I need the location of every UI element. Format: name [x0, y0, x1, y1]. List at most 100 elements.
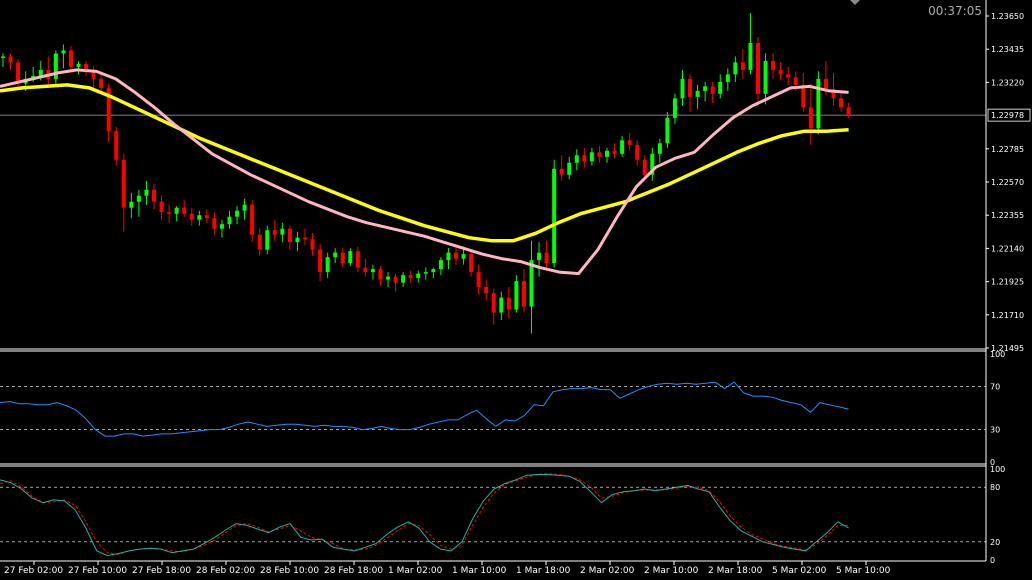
candle-body [559, 168, 564, 175]
stochastic-main-line [0, 474, 849, 556]
candle-body [68, 50, 73, 67]
candle-body [499, 297, 504, 313]
candle-body [363, 267, 368, 273]
candle-body [408, 275, 413, 279]
candle-body [272, 230, 277, 235]
candle-body [461, 254, 466, 259]
price-tick-label: 1.22570 [991, 178, 1024, 187]
candle-body [846, 107, 851, 115]
candle-body [114, 131, 119, 160]
candle-body [733, 62, 738, 75]
candle-body [454, 252, 458, 259]
candle-body [38, 69, 43, 76]
candle-body [537, 252, 542, 261]
stochastic-tick-label: 80 [990, 483, 1000, 492]
candle-body [242, 204, 247, 211]
candle-body [597, 152, 602, 157]
candle-body [771, 60, 776, 70]
stochastic-panel[interactable] [0, 473, 986, 556]
candle-body [786, 74, 791, 78]
candle-body [99, 78, 104, 88]
candle-body [552, 168, 557, 264]
candle-body [703, 86, 708, 91]
candle-body [446, 252, 451, 261]
candle-body [567, 162, 572, 175]
price-tick-label: 1.21495 [991, 344, 1024, 353]
candle-body [235, 210, 240, 217]
candle-body [657, 143, 662, 154]
candle-body [16, 62, 21, 84]
time-axis-label: 5 Mar 02:00 [772, 566, 827, 576]
candle-body [61, 50, 66, 54]
current-price-label: 1.22978 [991, 111, 1024, 120]
candle-body [401, 275, 406, 283]
rsi-line [0, 381, 849, 437]
candle-body [250, 204, 255, 235]
price-tick-label: 1.22140 [991, 244, 1024, 253]
time-axis-label: 28 Feb 18:00 [324, 566, 383, 576]
stochastic-tick-label: 20 [990, 538, 1000, 547]
candle-body [189, 213, 194, 220]
price-tick-label: 1.22355 [991, 211, 1024, 220]
stochastic-tick-label: 100 [990, 465, 1005, 474]
candle-body [438, 260, 443, 270]
rsi-tick-label: 100 [990, 350, 1005, 359]
rsi-tick-label: 30 [990, 426, 1000, 435]
candle-body [665, 117, 670, 144]
candle-body [582, 155, 587, 162]
candle-body [348, 251, 353, 264]
candle-body [121, 159, 126, 208]
time-axis-label: 2 Mar 18:00 [708, 566, 763, 576]
candle-body [212, 218, 217, 229]
candle-body [310, 239, 315, 250]
candle-body [76, 63, 81, 67]
candle-body [476, 272, 481, 288]
candle-body [167, 212, 172, 214]
time-axis-label: 2 Mar 02:00 [580, 566, 635, 576]
rsi-tick-label: 0 [990, 458, 995, 467]
candle-body [197, 215, 202, 220]
candle-body [333, 252, 338, 258]
candle-body [544, 252, 549, 264]
candle-body [152, 189, 156, 202]
candle-body [431, 269, 436, 273]
candle-body [627, 140, 632, 145]
candle-body [823, 78, 828, 90]
candle-body [204, 215, 209, 219]
candle-body [748, 42, 753, 70]
current-price-box [987, 108, 1031, 122]
candle-body [688, 78, 693, 97]
candle-body [725, 74, 730, 82]
candle-body [53, 53, 58, 79]
shift-marker-icon[interactable] [850, 0, 860, 5]
price-tick-label: 1.21710 [991, 311, 1024, 320]
candle-body [484, 287, 489, 294]
candle-body [642, 159, 647, 175]
candle-body [529, 260, 534, 307]
price-panel[interactable] [0, 12, 986, 334]
candle-body [1, 56, 5, 58]
time-axis-label: 2 Mar 10:00 [644, 566, 699, 576]
candle-body [816, 78, 821, 129]
candle-body [620, 140, 625, 154]
candle-body [574, 155, 579, 163]
rsi-tick-label: 70 [990, 382, 1000, 391]
candle-body [91, 69, 96, 79]
candle-body [280, 228, 285, 235]
candle-body [635, 144, 640, 160]
price-tick-label: 1.23435 [991, 45, 1024, 54]
candle-body [129, 201, 134, 208]
candle-body [219, 224, 224, 229]
time-axis-label: 1 Mar 18:00 [516, 566, 571, 576]
candle-body [136, 195, 141, 202]
candle-body [318, 249, 323, 273]
candle-body [695, 90, 700, 97]
candle-body [84, 63, 89, 70]
candle-body [514, 281, 519, 310]
rsi-panel[interactable] [0, 381, 986, 437]
candle-body [672, 98, 677, 118]
candle-body [355, 251, 360, 268]
candle-body [287, 228, 292, 243]
